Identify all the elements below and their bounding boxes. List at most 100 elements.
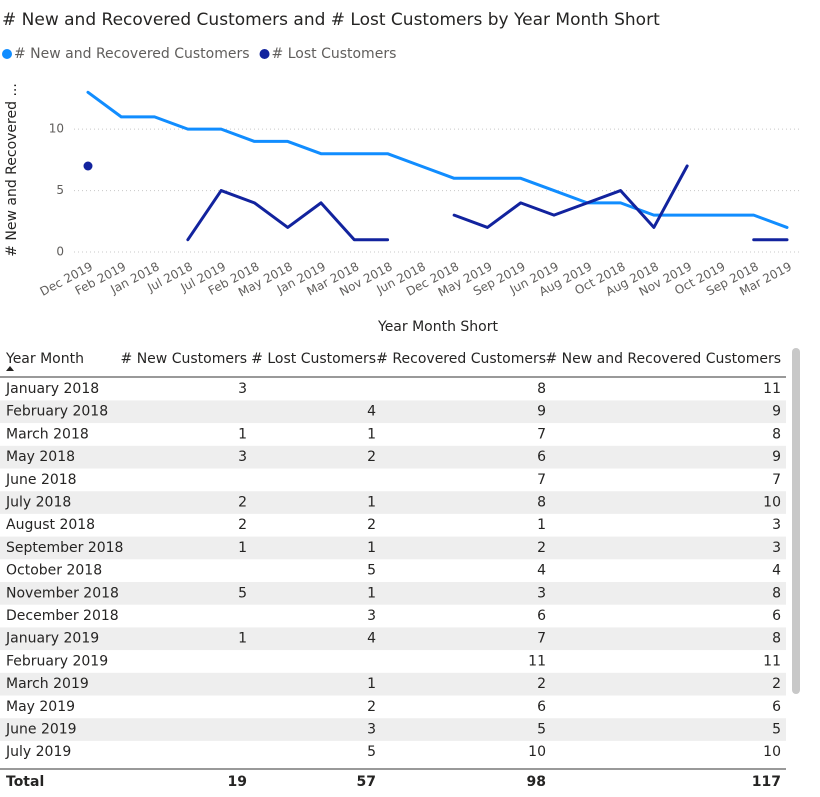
table-cell: 9 — [772, 449, 781, 465]
table-cell: 8 — [772, 585, 781, 601]
legend-marker — [259, 49, 270, 59]
table-cell: 6 — [537, 608, 546, 624]
y-tick-label: 0 — [56, 245, 64, 259]
table-cell: 4 — [772, 563, 781, 579]
series-line — [186, 189, 390, 242]
table-cell: June 2019 — [5, 722, 77, 738]
table-cell: 8 — [772, 426, 781, 442]
table-cell: 3 — [772, 540, 781, 556]
table-cell: October 2018 — [6, 563, 102, 579]
table-cell: 9 — [772, 404, 781, 420]
table-cell: 2 — [367, 449, 376, 465]
table-cell: 6 — [537, 699, 546, 715]
y-axis-title: # New and Recovered ... — [4, 83, 20, 257]
table-cell: 4 — [367, 631, 376, 647]
legend-marker — [2, 49, 12, 59]
table-cell: 6 — [537, 449, 546, 465]
column-header: Year Month — [5, 351, 84, 367]
scrollbar[interactable] — [792, 348, 800, 694]
table-cell: 1 — [238, 631, 247, 647]
table-cell: 2 — [537, 540, 546, 556]
table-cell: 4 — [367, 404, 376, 420]
table-cell: 10 — [528, 744, 546, 760]
column-header: # Lost Customers — [251, 351, 376, 367]
row-band — [0, 672, 786, 696]
table-cell: 11 — [763, 653, 781, 669]
table-cell: March 2019 — [6, 676, 89, 692]
table-cell: January 2018 — [5, 381, 99, 397]
table-cell: 7 — [537, 426, 546, 442]
table-cell: March 2018 — [6, 426, 89, 442]
series-line — [452, 164, 689, 229]
table-cell: 7 — [537, 631, 546, 647]
table-cell: 2 — [367, 517, 376, 533]
table-cell: 6 — [772, 699, 781, 715]
table-cell: 3 — [367, 722, 376, 738]
row-band — [0, 536, 786, 560]
table-cell: 7 — [537, 472, 546, 488]
table-cell: 8 — [537, 495, 546, 511]
table-cell: 11 — [763, 381, 781, 397]
x-axis-title: Year Month Short — [377, 319, 499, 335]
table-cell: 2 — [367, 699, 376, 715]
row-band — [0, 400, 786, 424]
y-tick-label: 10 — [49, 122, 64, 136]
table-cell: 10 — [763, 744, 781, 760]
table-cell: 2 — [772, 676, 781, 692]
table-cell: January 2019 — [5, 631, 99, 647]
table-cell: 2 — [537, 676, 546, 692]
table-cell: 5 — [238, 585, 247, 601]
column-header: # New and Recovered Customers — [545, 351, 781, 367]
table-cell: 3 — [772, 517, 781, 533]
table-cell: August 2018 — [6, 517, 95, 533]
table-cell: 1 — [238, 426, 247, 442]
table-cell: 3 — [238, 449, 247, 465]
table-cell: 7 — [772, 472, 781, 488]
table-cell: 1 — [367, 495, 376, 511]
legend-label: # Lost Customers — [272, 46, 397, 62]
table-cell: 3 — [238, 381, 247, 397]
table-cell: June 2018 — [5, 472, 77, 488]
table-cell: 1 — [238, 540, 247, 556]
table-cell: 4 — [537, 563, 546, 579]
table-cell: 1 — [367, 585, 376, 601]
table-cell: May 2018 — [6, 449, 75, 465]
row-band — [0, 627, 786, 651]
table-cell: 1 — [367, 676, 376, 692]
table-cell: November 2018 — [6, 585, 119, 601]
table-cell: 5 — [367, 744, 376, 760]
column-header: # Recovered Customers — [376, 351, 546, 367]
total-cell: 98 — [527, 774, 546, 790]
table-cell: February 2018 — [6, 404, 108, 420]
chart-title: # New and Recovered Customers and # Lost… — [2, 10, 660, 30]
table-cell: 5 — [772, 722, 781, 738]
table-cell: May 2019 — [6, 699, 75, 715]
table-cell: December 2018 — [6, 608, 119, 624]
table-cell: 1 — [367, 540, 376, 556]
total-cell: Total — [6, 774, 44, 790]
table-cell: 1 — [367, 426, 376, 442]
table-cell: February 2019 — [6, 653, 108, 669]
table-cell: 5 — [537, 722, 546, 738]
table-cell: 3 — [537, 585, 546, 601]
table-cell: 3 — [367, 608, 376, 624]
table-cell: July 2018 — [5, 495, 71, 511]
table-cell: 9 — [537, 404, 546, 420]
table-cell: 11 — [528, 653, 546, 669]
total-cell: 19 — [228, 774, 247, 790]
column-header: # New Customers — [121, 351, 247, 367]
table-cell: 2 — [238, 495, 247, 511]
table-cell: 10 — [763, 495, 781, 511]
row-band — [0, 491, 786, 514]
legend-label: # New and Recovered Customers — [14, 46, 250, 62]
row-band — [0, 445, 786, 469]
series-line — [86, 90, 789, 229]
table-cell: 6 — [772, 608, 781, 624]
table-cell: 8 — [537, 381, 546, 397]
table-cell: 8 — [772, 631, 781, 647]
table-cell: 5 — [367, 563, 376, 579]
y-tick-label: 5 — [56, 183, 64, 197]
row-band — [0, 582, 786, 605]
sort-indicator[interactable] — [6, 366, 14, 371]
